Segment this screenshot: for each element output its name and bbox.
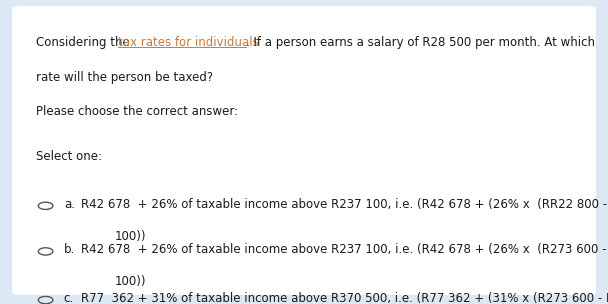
FancyBboxPatch shape: [12, 6, 596, 295]
Text: b.: b.: [64, 243, 75, 256]
Text: Considering the: Considering the: [36, 36, 134, 50]
Text: tax rates for individuals: tax rates for individuals: [118, 36, 259, 50]
Text: c.: c.: [64, 292, 74, 304]
Text: . If a person earns a salary of R28 500 per month. At which: . If a person earns a salary of R28 500 …: [246, 36, 595, 50]
Text: R77  362 + 31% of taxable income above R370 500, i.e. (R77 362 + (31% x (R273 60: R77 362 + 31% of taxable income above R3…: [81, 292, 608, 304]
Text: R42 678  + 26% of taxable income above R237 100, i.e. (R42 678 + (26% x  (RR22 8: R42 678 + 26% of taxable income above R2…: [81, 198, 608, 211]
Text: Select one:: Select one:: [36, 150, 103, 164]
Text: rate will the person be taxed?: rate will the person be taxed?: [36, 71, 213, 85]
Text: R42 678  + 26% of taxable income above R237 100, i.e. (R42 678 + (26% x  (R273 6: R42 678 + 26% of taxable income above R2…: [81, 243, 608, 256]
Text: 100)): 100)): [114, 275, 146, 288]
Text: 100)): 100)): [114, 230, 146, 243]
Text: Please choose the correct answer:: Please choose the correct answer:: [36, 105, 238, 118]
Text: a.: a.: [64, 198, 75, 211]
